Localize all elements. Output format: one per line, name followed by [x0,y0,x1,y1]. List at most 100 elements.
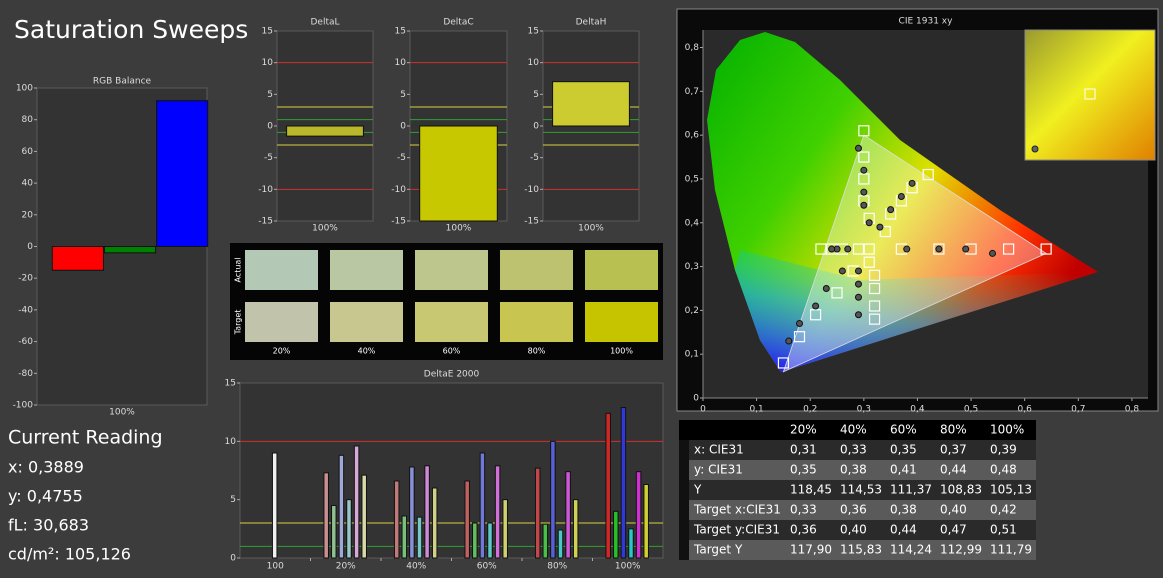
table-cell: 0,36 [790,523,817,537]
target-point [831,287,843,299]
table-cell: 0,35 [890,443,917,457]
y-tick-label: -40 [18,305,33,315]
y-tick-label: -60 [18,337,33,347]
bar [409,466,415,559]
y-tick-label: -5 [530,153,539,163]
bar [393,480,400,559]
chart-title: DeltaE 2000 [424,370,480,380]
y-tick-label: -100 [13,401,34,411]
actual-point [897,192,905,200]
bar [464,480,470,559]
table-cell: Target Y [693,543,743,557]
y-tick-label: 10 [225,437,237,447]
bar [557,529,564,559]
x-tick-label: 60% [477,562,497,572]
y-tick-label: 0,7 [685,87,699,97]
bar [502,499,508,559]
plot-area [239,382,664,559]
table-cell: 0,33 [840,443,867,457]
table-cell: 117,90 [790,543,832,557]
y-tick-label: 15 [262,27,273,37]
actual-point [876,223,884,231]
bar [416,516,423,559]
table-header-cell: 60% [890,423,917,437]
target-point [868,282,881,295]
table-row-bg [679,520,1036,540]
reading-line: fL: 30,683 [8,516,89,535]
table-cell: 114,24 [890,543,932,557]
table-cell: 0,44 [940,463,967,477]
y-tick-label: 20 [22,210,34,220]
y-tick-label: -10 [524,185,539,195]
y-tick-label: -15 [524,217,539,227]
y-tick-label: 0,2 [685,306,699,316]
inset-target [1084,88,1096,100]
chart-title: CIE 1931 xy [899,17,954,27]
bar [286,125,364,137]
y-tick-label: 0,6 [685,131,700,141]
y-tick-label: 100 [16,84,33,94]
table-cell: 0,38 [840,463,867,477]
actual-point [935,245,943,253]
bar [156,100,209,248]
y-tick-label: -15 [258,217,273,227]
table-cell: Target x:CIE31 [693,503,781,517]
bar [361,474,367,559]
table-cell: 0,35 [790,463,817,477]
bar [613,510,619,559]
table-header-cell: 80% [940,423,967,437]
y-tick-label: 5 [267,90,273,100]
target-point [868,269,881,281]
bar [323,472,329,559]
table-row-bg [679,440,1036,460]
target-point [868,300,881,312]
bar [550,440,556,559]
bar [103,246,157,254]
y-tick-label: 0 [693,394,699,404]
table-cell: x: CIE31 [694,443,744,457]
table-cell: 112,99 [940,543,982,557]
actual-point [865,219,873,227]
swatch-column-label: 40% [358,347,376,356]
actual-point [854,293,862,301]
target-point [868,313,881,325]
swatch-target [585,302,658,342]
table-row-stub [679,480,689,500]
bar [51,246,104,271]
actual-point [844,245,852,253]
y-tick-label: 80 [22,115,34,125]
inset-actual [1031,145,1039,153]
y-tick-label: 5 [400,90,406,100]
chart-title: DeltaL [310,18,339,28]
table-row-stub [679,520,689,540]
page-title: Saturation Sweeps [14,15,248,44]
x-tick-label: 0,3 [857,405,871,415]
table-row-bg [679,500,1036,520]
bar [534,467,541,559]
swatch-column-label: 60% [443,347,461,356]
y-tick-label: 0 [400,122,406,132]
target-point [858,151,870,163]
table-row-stub [679,440,689,460]
target-point [858,173,870,185]
reading-line: x: 0,3889 [8,458,84,477]
swatch-target [330,302,403,342]
y-tick-label: 15 [225,379,236,389]
actual-point [854,280,862,288]
actual-point [989,249,997,257]
bar [494,465,501,559]
actual-point [860,166,868,174]
table-row-bg [679,460,1036,480]
table-cell: 0,42 [990,503,1017,517]
bar [565,471,571,559]
table-header-cell: 100% [990,423,1024,437]
bar [479,452,486,559]
x-tick-label: 0,5 [964,405,978,415]
bar [419,125,498,222]
swatch-column-label: 100% [610,347,633,356]
bar [331,505,337,559]
x-tick-label: 0 [700,405,706,415]
y-tick-label: 0 [533,122,539,132]
table-cell: 0,38 [890,503,917,517]
table-cell: 0,47 [940,523,967,537]
